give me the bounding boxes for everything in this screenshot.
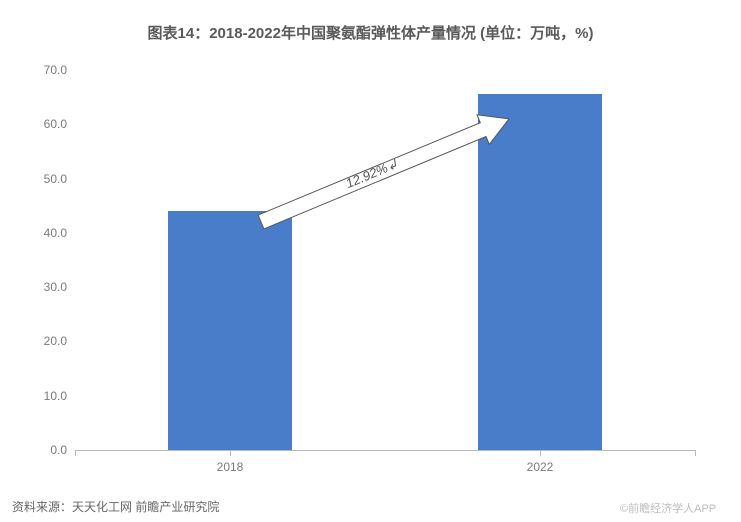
y-tick-label: 20.0 [7,334,67,348]
x-tick [540,450,541,456]
y-tick-label: 0.0 [7,443,67,457]
bar [478,94,602,450]
y-tick-label: 40.0 [7,226,67,240]
chart-container: 图表14：2018-2022年中国聚氨酯弹性体产量情况 (单位：万吨，%) 12… [0,0,741,522]
y-tick-label: 30.0 [7,280,67,294]
y-tick-label: 10.0 [7,389,67,403]
x-axis-line [75,450,695,451]
x-tick [695,450,696,456]
x-tick [75,450,76,456]
source-attribution: 资料来源：天天化工网 前瞻产业研究院 [12,498,219,515]
y-tick-label: 60.0 [7,117,67,131]
growth-rate-label: 12.92%↲ [332,152,412,197]
x-tick-label: 2018 [190,460,270,474]
chart-title: 图表14：2018-2022年中国聚氨酯弹性体产量情况 (单位：万吨，%) [0,22,741,43]
x-tick-label: 2022 [500,460,580,474]
x-tick [230,450,231,456]
copyright-watermark: ©前瞻经济学人APP [620,500,716,516]
bar [168,211,292,450]
y-tick-label: 70.0 [7,63,67,77]
plot-area: 12.92%↲ [75,70,695,450]
y-tick-label: 50.0 [7,172,67,186]
